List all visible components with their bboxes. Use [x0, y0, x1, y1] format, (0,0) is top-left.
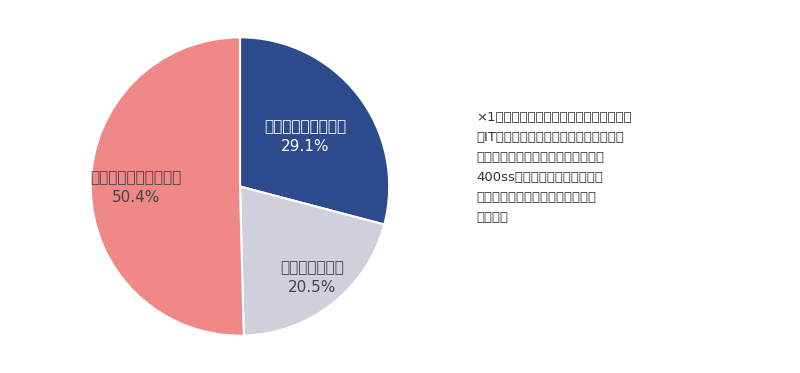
Text: 教育を実施していない
50.4%: 教育を実施していない 50.4%	[90, 170, 181, 205]
Text: 良くわからない
20.5%: 良くわからない 20.5%	[280, 260, 344, 295]
Wedge shape	[91, 37, 244, 336]
Text: ×1上図は、今回調査した「メーカー」、
「IT・通信系」、「流通小売」、「サー
ビス業」、「医療」、「公務」の各
400ssの合計の割合のため、全
業種の平均で: ×1上図は、今回調査した「メーカー」、 「IT・通信系」、「流通小売」、「サー …	[476, 112, 632, 224]
Wedge shape	[240, 37, 389, 225]
Text: 教育を実施している
29.1%: 教育を実施している 29.1%	[264, 119, 346, 154]
Wedge shape	[240, 186, 384, 336]
